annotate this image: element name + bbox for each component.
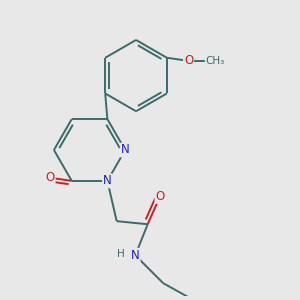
Text: O: O — [155, 190, 165, 203]
Text: N: N — [131, 249, 140, 262]
Text: N: N — [121, 143, 130, 157]
Text: CH₃: CH₃ — [206, 56, 225, 66]
Text: H: H — [118, 249, 125, 259]
Text: O: O — [45, 171, 55, 184]
Text: O: O — [184, 54, 193, 68]
Text: N: N — [103, 174, 112, 188]
